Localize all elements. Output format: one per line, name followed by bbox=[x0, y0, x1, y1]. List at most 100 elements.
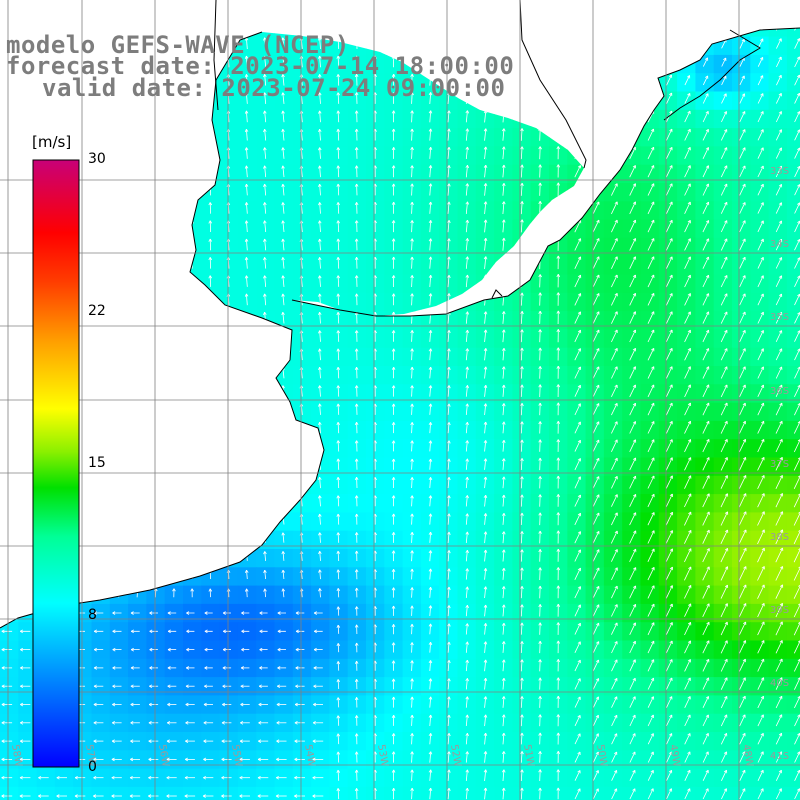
wind-cell bbox=[713, 549, 733, 568]
wind-arrow bbox=[539, 28, 541, 31]
wind-cell bbox=[732, 54, 751, 74]
wind-arrow-head bbox=[8, 293, 12, 297]
wind-arrow-head bbox=[173, 293, 176, 297]
wind-arrow-head bbox=[521, 91, 524, 95]
wind-arrow bbox=[703, 2, 708, 12]
wind-arrow-head bbox=[25, 92, 29, 96]
wind-arrow-head bbox=[172, 110, 175, 114]
wind-cell bbox=[164, 274, 184, 294]
wind-arrow-head bbox=[63, 1, 65, 4]
wind-arrow-head bbox=[155, 238, 158, 242]
wind-arrow-head bbox=[173, 183, 176, 187]
wind-arrow bbox=[99, 275, 102, 287]
wind-arrow-head bbox=[62, 110, 66, 114]
wind-cell bbox=[567, 164, 587, 184]
wind-cell bbox=[658, 530, 678, 550]
wind-cell bbox=[128, 549, 147, 568]
wind-arrow-head bbox=[8, 330, 12, 334]
wind-arrow-head bbox=[173, 220, 176, 224]
wind-arrow-head bbox=[486, 1, 487, 4]
wind-arrow bbox=[155, 238, 157, 251]
wind-arrow-head bbox=[596, 183, 600, 186]
wind-cell bbox=[585, 768, 605, 788]
wind-arrow-head bbox=[263, 385, 265, 389]
wind-arrow bbox=[539, 37, 541, 50]
wind-cell bbox=[695, 256, 715, 276]
wind-arrow-head bbox=[101, 421, 103, 425]
wind-arrow-head bbox=[135, 385, 139, 389]
wind-arrow-head bbox=[724, 2, 727, 4]
wind-cell bbox=[91, 128, 111, 147]
wind-cell bbox=[695, 128, 715, 147]
wind-cell bbox=[109, 420, 129, 440]
wind-arrow-head bbox=[412, 19, 413, 22]
wind-cell bbox=[91, 494, 111, 513]
wind-arrow-head bbox=[155, 385, 158, 389]
wind-arrow-head bbox=[155, 110, 158, 114]
wind-arrow bbox=[118, 293, 121, 306]
wind-arrow bbox=[629, 56, 636, 68]
wind-arrow bbox=[520, 91, 523, 105]
wind-arrow bbox=[118, 238, 121, 251]
wind-arrow-head bbox=[447, 1, 449, 4]
wind-cell bbox=[183, 109, 202, 129]
wind-arrow-head bbox=[101, 183, 103, 188]
wind-arrow-head bbox=[25, 110, 29, 114]
wind-cell bbox=[567, 640, 587, 660]
wind-cell bbox=[109, 311, 129, 330]
wind-arrow-head bbox=[45, 110, 48, 114]
wind-cell bbox=[0, 475, 19, 495]
wind-arrow-head bbox=[27, 92, 30, 96]
wind-cell bbox=[622, 640, 642, 660]
wind-cell bbox=[695, 677, 715, 696]
wind-cell bbox=[585, 109, 605, 129]
wind-cell bbox=[603, 402, 623, 422]
wind-arrow-head bbox=[539, 1, 541, 4]
wind-arrow bbox=[118, 367, 121, 379]
wind-cell bbox=[549, 0, 568, 19]
wind-cell bbox=[475, 28, 495, 38]
wind-cell bbox=[603, 786, 623, 800]
wind-arrow-head bbox=[100, 19, 102, 22]
wind-arrow-head bbox=[25, 312, 29, 315]
wind-cell bbox=[0, 420, 19, 440]
wind-cell bbox=[768, 585, 788, 605]
wind-arrow-head bbox=[706, 2, 708, 4]
wind-arrow-head bbox=[45, 129, 48, 133]
wind-arrow-head bbox=[190, 238, 193, 242]
wind-arrow-head bbox=[190, 110, 193, 114]
wind-cell bbox=[567, 36, 587, 56]
wind-arrow-head bbox=[27, 183, 30, 187]
wind-arrow-head bbox=[428, 37, 432, 41]
wind-arrow-head bbox=[577, 201, 581, 205]
wind-arrow-head bbox=[82, 312, 85, 316]
wind-arrow-head bbox=[119, 275, 122, 279]
wind-cell bbox=[201, 109, 221, 129]
wind-cell bbox=[512, 91, 532, 111]
wind-cell bbox=[256, 28, 276, 38]
wind-cell bbox=[183, 237, 202, 257]
wind-cell bbox=[677, 439, 696, 459]
wind-arrow bbox=[575, 2, 580, 13]
wind-arrow-head bbox=[209, 1, 210, 4]
wind-arrow bbox=[539, 274, 541, 288]
wind-arrow-head bbox=[101, 147, 103, 151]
wind-arrow-head bbox=[264, 348, 267, 352]
wind-cell bbox=[237, 347, 257, 367]
wind-arrow-head bbox=[209, 183, 213, 187]
wind-arrow-head bbox=[191, 366, 194, 370]
wind-arrow-head bbox=[632, 110, 636, 113]
wind-cell bbox=[732, 73, 751, 93]
wind-arrow-head bbox=[82, 220, 85, 224]
wind-arrow-head bbox=[429, 19, 431, 22]
wind-arrow bbox=[721, 28, 727, 31]
wind-cell bbox=[146, 128, 166, 147]
wind-arrow-head bbox=[228, 19, 230, 22]
wind-cell bbox=[786, 183, 800, 202]
wind-arrow-head bbox=[117, 257, 121, 261]
wind-cell bbox=[219, 366, 239, 385]
wind-cell bbox=[530, 73, 550, 93]
wind-cell bbox=[0, 201, 19, 221]
wind-arrow bbox=[246, 312, 248, 324]
wind-cell bbox=[786, 585, 800, 605]
